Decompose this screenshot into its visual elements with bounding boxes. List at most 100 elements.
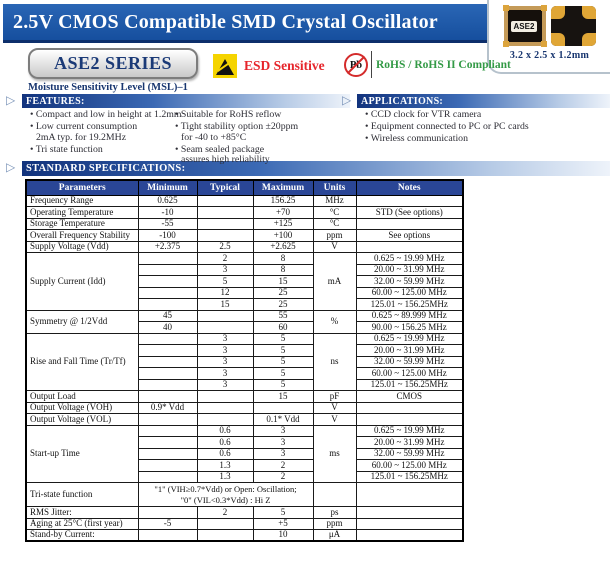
spec-cell: 0.625 xyxy=(137,194,198,207)
spec-cell: 5 xyxy=(252,506,314,519)
corner-pad-icon xyxy=(540,5,547,11)
spec-cell: 2 xyxy=(252,470,314,483)
spec-cell xyxy=(137,424,198,437)
spec-cell xyxy=(137,470,198,483)
spec-cell: See options xyxy=(355,229,464,242)
esd-warning-icon xyxy=(213,54,237,78)
corner-pad-icon xyxy=(581,33,596,46)
spec-cell xyxy=(355,482,464,507)
spec-cell: 2 xyxy=(196,506,254,519)
spec-cell: pF xyxy=(312,390,357,403)
spec-cell: ppm xyxy=(312,517,357,530)
spec-col-header: Typical xyxy=(196,179,254,196)
spec-cell: ppm xyxy=(312,229,357,242)
spec-cell xyxy=(137,355,198,368)
spec-cell: 15 xyxy=(252,275,314,288)
spec-cell: 0.9* Vdd xyxy=(137,401,198,414)
spec-param-cell: Rise and Fall Time (Tr/Tf) xyxy=(25,332,139,391)
spec-cell: +2.375 xyxy=(137,240,198,253)
spec-cell: 0.625 ~ 89.999 MHz xyxy=(355,309,464,322)
spec-cell: 5 xyxy=(252,355,314,368)
spec-cell: 20.00 ~ 31.99 MHz xyxy=(355,263,464,276)
oscillator-top-view-image: ASE2 xyxy=(502,5,547,47)
triangle-bullet-icon: ▷ xyxy=(342,93,352,107)
spec-param-cell: Storage Temperature xyxy=(25,217,139,230)
spec-cell: 3 xyxy=(252,447,314,460)
spec-cell: 60.00 ~ 125.00 MHz xyxy=(355,286,464,299)
spec-cell: 15 xyxy=(252,390,314,403)
spec-param-cell: RMS Jitter: xyxy=(25,506,139,519)
corner-pad-icon xyxy=(581,6,596,19)
features-list-col1: Compact and low in height at 1.2mmLow cu… xyxy=(30,109,182,157)
spec-cell: 125.01 ~ 156.25MHz xyxy=(355,298,464,311)
spec-cell: 125.01 ~ 156.25MHz xyxy=(355,378,464,391)
spec-cell: °C xyxy=(312,217,357,230)
spec-cell xyxy=(196,401,254,414)
spec-cell xyxy=(355,506,464,519)
bullet-item: Tri state function xyxy=(30,144,181,156)
spec-cell: +2.625 xyxy=(252,240,314,253)
package-dimensions: 3.2 x 2.5 x 1.2mm xyxy=(509,50,590,61)
spec-cell xyxy=(196,217,254,230)
series-badge: ASE2 SERIES xyxy=(28,48,198,79)
spec-cell: °C xyxy=(312,206,357,219)
spec-cell xyxy=(196,229,254,242)
spec-cell: 15 xyxy=(196,298,254,311)
spec-cell xyxy=(137,252,198,265)
bullet-item: CCD clock for VTR camera xyxy=(365,109,529,121)
spec-cell: 0.6 xyxy=(196,424,254,437)
spec-cell: 3 xyxy=(196,263,254,276)
spec-cell xyxy=(137,459,198,472)
spec-cell: 25 xyxy=(252,286,314,299)
bullet-item: Wireless communication xyxy=(365,134,529,145)
spec-cell xyxy=(355,413,464,426)
divider xyxy=(371,51,372,78)
spec-cell xyxy=(355,517,464,530)
corner-pad-icon xyxy=(540,41,547,47)
spec-cell: 5 xyxy=(252,367,314,380)
spec-cell: 3 xyxy=(196,378,254,391)
applications-heading: APPLICATIONS: xyxy=(357,94,610,108)
spec-col-header: Minimum xyxy=(137,179,198,196)
spec-cell: 0.625 ~ 19.99 MHz xyxy=(355,424,464,437)
spec-cell: 25 xyxy=(252,298,314,311)
spec-cell xyxy=(355,401,464,414)
spec-cell: 1.3 xyxy=(196,459,254,472)
spec-cell xyxy=(137,286,198,299)
spec-param-cell: Operating Temperature xyxy=(25,206,139,219)
spec-cell xyxy=(137,390,198,403)
spec-cell: 3 xyxy=(252,436,314,449)
spec-cell: V xyxy=(312,401,357,414)
spec-cell: 60 xyxy=(252,321,314,334)
spec-cell: 32.00 ~ 59.99 MHz xyxy=(355,355,464,368)
spec-cell: -5 xyxy=(137,517,198,530)
spec-col-header: Notes xyxy=(355,179,464,196)
spec-cell: 3 xyxy=(196,355,254,368)
spec-cell: 10 xyxy=(252,529,314,542)
bullet-item: Compact and low in height at 1.2mm xyxy=(30,109,182,121)
spec-cell: V xyxy=(312,413,357,426)
spec-cell: 3 xyxy=(196,332,254,345)
spec-col-header: Maximum xyxy=(252,179,314,196)
spec-param-cell: Output Voltage (VOH) xyxy=(25,401,139,414)
spec-cell: 1.3 xyxy=(196,470,254,483)
spec-cell: -100 xyxy=(137,229,198,242)
bullet-item: Equipment connected to PC or PC cards xyxy=(365,121,529,133)
msl-note: Moisture Sensitivity Level (MSL)–1 xyxy=(28,82,188,93)
spec-param-cell: Symmetry @ 1/2Vdd xyxy=(25,309,139,334)
spec-param-cell: Overall Frequency Stability xyxy=(25,229,139,242)
spec-param-cell: Aging at 25°C (first year) xyxy=(25,517,139,530)
specifications-heading: STANDARD SPECIFICATIONS: xyxy=(22,161,610,176)
spec-cell: 0.625 ~ 19.99 MHz xyxy=(355,252,464,265)
pb-free-icon: Pb xyxy=(344,53,368,77)
spec-cell: 32.00 ~ 59.99 MHz xyxy=(355,275,464,288)
spec-cell xyxy=(137,263,198,276)
spec-cell xyxy=(137,447,198,460)
triangle-bullet-icon: ▷ xyxy=(6,160,16,174)
spec-cell xyxy=(137,378,198,391)
corner-pad-icon xyxy=(550,6,565,19)
spec-cell: 156.25 xyxy=(252,194,314,207)
spec-cell: STD (See options) xyxy=(355,206,464,219)
spec-cell xyxy=(196,309,254,322)
spec-cell: 32.00 ~ 59.99 MHz xyxy=(355,447,464,460)
